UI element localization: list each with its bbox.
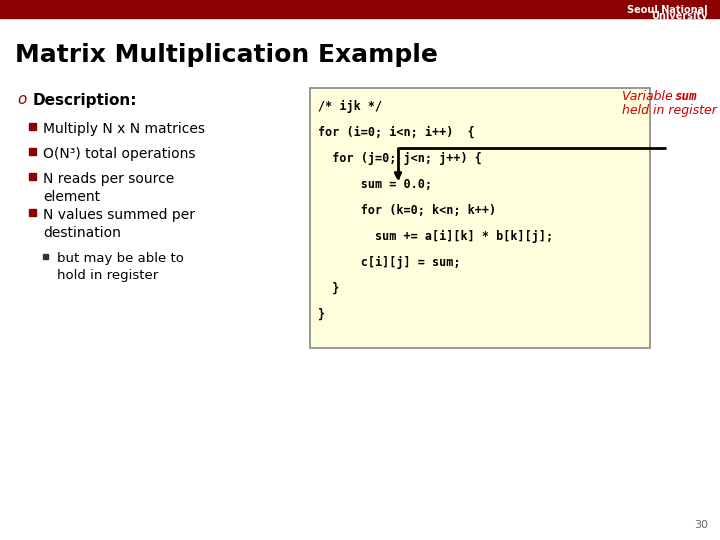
- Bar: [310, 88, 650, 348]
- Text: Description:: Description:: [33, 92, 138, 107]
- Text: Variable: Variable: [622, 90, 677, 103]
- Text: Seoul National: Seoul National: [627, 5, 708, 15]
- Text: N reads per source
element: N reads per source element: [43, 172, 174, 204]
- Text: University: University: [652, 11, 708, 21]
- Bar: [29, 148, 36, 155]
- Bar: [0, 0, 720, 18]
- Bar: [43, 254, 48, 259]
- Text: /* ijk */: /* ijk */: [318, 100, 382, 113]
- Text: sum: sum: [674, 90, 696, 103]
- Text: c[i][j] = sum;: c[i][j] = sum;: [318, 256, 461, 269]
- Bar: [29, 209, 36, 216]
- Text: o: o: [17, 92, 27, 107]
- Text: O(N³) total operations: O(N³) total operations: [43, 147, 196, 161]
- Text: 30: 30: [694, 520, 708, 530]
- Text: for (k=0; k<n; k++): for (k=0; k<n; k++): [318, 204, 496, 217]
- Text: for (j=0; j<n; j++) {: for (j=0; j<n; j++) {: [318, 152, 482, 165]
- Text: }: }: [318, 308, 325, 321]
- Text: for (i=0; i<n; i++)  {: for (i=0; i<n; i++) {: [318, 126, 474, 139]
- Text: sum = 0.0;: sum = 0.0;: [318, 178, 432, 191]
- Text: but may be able to
hold in register: but may be able to hold in register: [57, 252, 184, 281]
- Text: sum += a[i][k] * b[k][j];: sum += a[i][k] * b[k][j];: [318, 230, 553, 243]
- Text: }: }: [318, 282, 339, 295]
- Text: Multiply N x N matrices: Multiply N x N matrices: [43, 122, 205, 136]
- Text: N values summed per
destination: N values summed per destination: [43, 208, 195, 240]
- Bar: [29, 123, 36, 130]
- Text: held in register: held in register: [622, 104, 717, 117]
- Text: Matrix Multiplication Example: Matrix Multiplication Example: [15, 43, 438, 67]
- Bar: [29, 173, 36, 180]
